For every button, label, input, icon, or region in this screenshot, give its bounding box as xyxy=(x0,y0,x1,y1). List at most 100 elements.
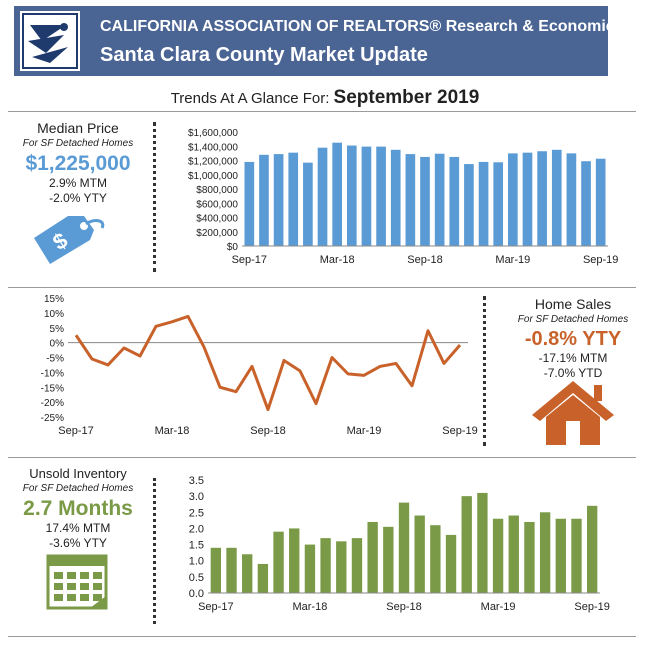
y-tick-label: -10% xyxy=(41,368,64,379)
y-tick-label: $1,400,000 xyxy=(188,142,238,153)
y-tick-label: $400,000 xyxy=(196,214,238,225)
bar xyxy=(581,161,591,246)
bar xyxy=(332,142,342,246)
trend-period: September 2019 xyxy=(333,87,480,108)
bar xyxy=(405,154,416,246)
bar xyxy=(420,156,430,246)
bar xyxy=(376,146,386,246)
y-tick-label: $600,000 xyxy=(196,199,238,210)
bar xyxy=(477,492,488,593)
x-tick-label: Sep-18 xyxy=(250,425,285,437)
home-sales-value: -0.8% YTY xyxy=(524,328,622,350)
bar xyxy=(508,153,518,246)
inventory-title: Unsold Inventory xyxy=(29,466,127,481)
y-tick-label: 15% xyxy=(44,294,64,305)
price-tag-icon: $ xyxy=(34,216,105,264)
bar xyxy=(464,164,474,246)
y-tick-label: $1,000,000 xyxy=(188,171,238,182)
bar xyxy=(566,153,577,246)
y-tick-label: 0% xyxy=(50,339,65,350)
bar xyxy=(390,149,401,246)
y-tick-label: -20% xyxy=(41,398,64,409)
bar xyxy=(346,145,357,246)
divider xyxy=(8,636,636,637)
divider xyxy=(8,457,636,458)
header-banner: CALIFORNIA ASSOCIATION OF REALTORS® Rese… xyxy=(14,6,624,76)
y-tick-label: $1,200,000 xyxy=(188,157,238,168)
bar xyxy=(244,161,255,246)
inventory-yty: -3.6% YTY xyxy=(49,536,107,550)
bar xyxy=(288,152,299,246)
bar xyxy=(478,161,489,246)
x-tick-label: Sep-19 xyxy=(442,425,477,437)
panel-separator xyxy=(483,296,486,446)
trend-label: Trends At A Glance For: xyxy=(170,90,330,107)
bar xyxy=(537,151,547,246)
x-tick-label: Sep-17 xyxy=(58,425,93,437)
bar xyxy=(259,154,269,246)
y-tick-label: $1,600,000 xyxy=(188,128,238,139)
bar xyxy=(551,149,562,246)
x-tick-label: Mar-19 xyxy=(481,601,516,613)
y-tick-label: -15% xyxy=(41,383,64,394)
bar xyxy=(361,146,372,246)
bar xyxy=(430,525,441,593)
bar xyxy=(398,502,410,593)
bar xyxy=(303,162,313,246)
bar xyxy=(383,526,394,593)
y-tick-label: 3.5 xyxy=(189,475,204,487)
median-price-title: Median Price xyxy=(37,120,119,136)
median-price-value: $1,225,000 xyxy=(25,152,131,175)
bar xyxy=(555,518,566,593)
trend-heading: Trends At A Glance For: September 2019 xyxy=(0,87,650,109)
x-tick-label: Sep-17 xyxy=(232,254,267,266)
y-tick-label: 5% xyxy=(50,324,65,335)
bar xyxy=(492,518,504,593)
median-price-yty: -2.0% YTY xyxy=(49,191,107,205)
bar xyxy=(226,547,237,593)
org-title: CALIFORNIA ASSOCIATION OF REALTORS® Rese… xyxy=(100,18,624,35)
y-tick-label: 3.0 xyxy=(189,491,204,503)
home-sales-chart: -25% -20% -15% -10% -5% 0% 5% 10% 15% Sep-17 Mar-1… xyxy=(41,294,478,437)
bar xyxy=(257,563,269,593)
panel-separator xyxy=(153,122,156,272)
car-eagle-icon xyxy=(22,13,78,69)
home-sales-ytd: -7.0% YTD xyxy=(543,366,603,380)
x-tick-label: Mar-18 xyxy=(320,254,355,266)
median-price-mtm: 2.9% MTM xyxy=(48,176,107,190)
bar xyxy=(289,528,300,593)
bar xyxy=(273,154,284,246)
inventory-subtitle: For SF Detached Homes xyxy=(22,483,134,494)
home-sales-subtitle: For SF Detached Homes xyxy=(517,314,629,325)
series-line xyxy=(74,314,462,412)
x-tick-label: Mar-18 xyxy=(155,425,190,437)
bar xyxy=(351,538,363,593)
y-tick-label: 2.5 xyxy=(189,507,204,519)
y-tick-label: $0 xyxy=(227,242,239,253)
bar xyxy=(273,531,284,593)
panel-separator xyxy=(153,478,156,624)
inventory-chart: 0.0 0.5 1.0 1.5 2.0 2.5 3.0 3.5 Sep-17 Mar-18 Sep-… xyxy=(189,475,610,613)
logo xyxy=(20,11,80,71)
divider xyxy=(8,287,636,288)
inventory-panel: Unsold Inventory For SF Detached Homes 2… xyxy=(8,466,148,551)
bar xyxy=(524,521,535,593)
bar xyxy=(508,515,519,593)
home-sales-panel: Home Sales For SF Detached Homes -0.8% Y… xyxy=(500,296,646,381)
median-price-panel: Median Price For SF Detached Homes $1,22… xyxy=(8,120,148,206)
bar xyxy=(210,547,222,593)
y-tick-label: 0.5 xyxy=(189,572,204,584)
bar xyxy=(449,156,460,246)
home-sales-mtm: -17.1% MTM xyxy=(538,351,608,365)
bar xyxy=(242,554,253,593)
bar xyxy=(414,515,425,593)
median-price-subtitle: For SF Detached Homes xyxy=(22,138,134,149)
house-icon xyxy=(532,381,614,445)
x-tick-label: Sep-18 xyxy=(386,601,421,613)
report-title: Santa Clara County Market Update xyxy=(100,44,428,66)
y-tick-label: $200,000 xyxy=(196,228,238,239)
calendar-icon xyxy=(46,554,108,610)
bar xyxy=(595,158,606,246)
y-tick-label: 0.0 xyxy=(189,588,204,600)
bar xyxy=(522,152,533,246)
